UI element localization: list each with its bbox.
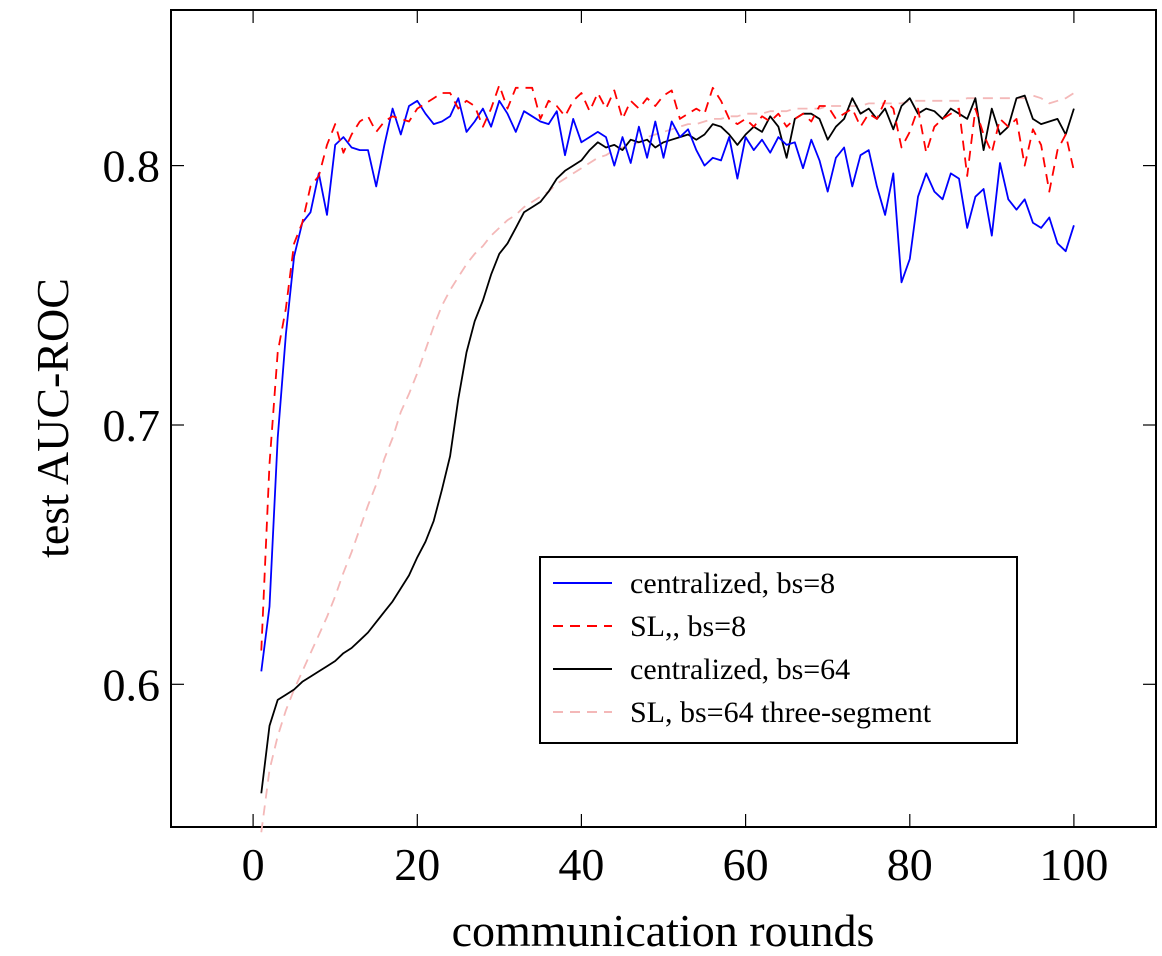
x-tick-label: 60: [723, 839, 769, 890]
plot-frame: [170, 9, 1157, 828]
x-tick-labels: 0 20 40 60 80 100: [242, 839, 1109, 890]
axis-ticks: [171, 10, 1156, 827]
y-axis-label: test AUC-ROC: [27, 278, 78, 558]
x-tick-label: 100: [1039, 839, 1108, 890]
series-line-sl-bs-8: [260, 84, 1075, 651]
legend-label-centralized-bs8: centralized, bs=8: [630, 567, 835, 600]
y-tick-label: 0.8: [103, 141, 161, 192]
legend-box: [539, 556, 1018, 744]
legend-label-centralized-bs64: centralized, bs=64: [630, 653, 850, 686]
legend: centralized, bs=8 SL,, bs=8 centralized,…: [539, 556, 1018, 744]
x-tick-label: 40: [558, 839, 604, 890]
y-tick-labels: 0.6 0.7 0.8: [103, 141, 161, 711]
x-tick-label: 0: [242, 839, 265, 890]
y-tick-label: 0.7: [103, 400, 161, 451]
series-line-sl-bs-64-three-segment: [260, 92, 1075, 833]
series-line-centralized-bs-8: [260, 97, 1075, 672]
x-tick-label: 20: [394, 839, 440, 890]
legend-label-sl-bs8: SL,, bs=8: [630, 610, 746, 643]
x-axis-label: communication rounds: [452, 905, 875, 956]
series-layer: [260, 84, 1075, 833]
x-tick-label: 80: [887, 839, 933, 890]
y-tick-label: 0.6: [103, 659, 161, 710]
legend-label-sl-bs64-three-segment: SL, bs=64 three-segment: [630, 696, 932, 729]
